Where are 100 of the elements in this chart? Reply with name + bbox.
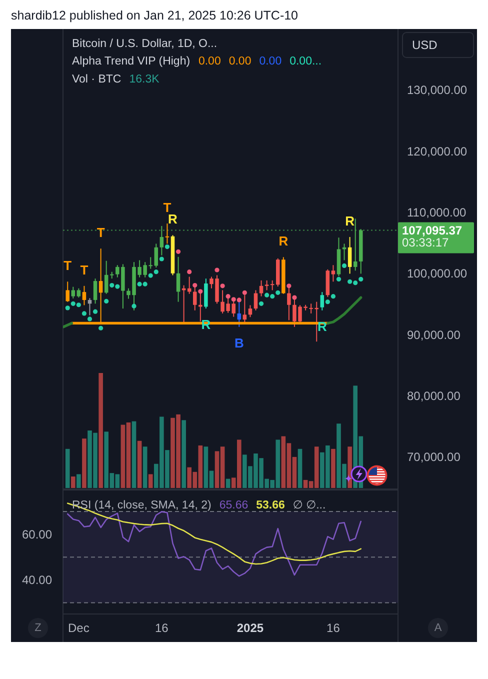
point (348, 279, 352, 284)
point (87, 316, 92, 322)
point (336, 276, 342, 282)
line-series (66, 511, 362, 577)
x-tick-label: 2025 (236, 621, 264, 635)
annotation: 0.00 (198, 56, 221, 68)
candlestick (242, 294, 247, 323)
annotation: T (80, 262, 88, 278)
y-tick-label: 130,000.00 (407, 83, 468, 98)
point (187, 270, 192, 274)
point (164, 244, 170, 250)
candlestick (264, 280, 269, 291)
annotation: 0.00 (259, 56, 282, 68)
point (115, 284, 120, 289)
bar (142, 446, 148, 488)
text: Bitcoin / U.S. Dollar, 1D, O... (72, 38, 218, 50)
y-tick-label: 120,000.00 (407, 144, 468, 158)
point (276, 290, 280, 295)
point (192, 283, 198, 288)
text: shardib12 published on Jan 21, 2025 10:26 UTC-10 (11, 8, 298, 22)
y-tick-label: 60.00 (22, 527, 52, 542)
text: A (434, 622, 442, 634)
point (198, 289, 203, 294)
point (148, 273, 153, 278)
point (104, 298, 109, 304)
point (159, 256, 164, 262)
candlestick (248, 304, 252, 318)
candlestick (82, 285, 86, 306)
chart-title: Vol · BTC (72, 74, 122, 86)
annotation: T (96, 225, 105, 240)
x-tick-label: 16 (326, 621, 340, 635)
annotation: T (64, 258, 72, 274)
annotation: 53.66 (256, 500, 285, 512)
candlestick (237, 300, 242, 328)
bar (182, 420, 186, 488)
candlestick (270, 280, 274, 291)
candlestick (76, 288, 81, 298)
point (325, 300, 330, 304)
x-tick-label: Dec (68, 621, 90, 635)
text: Alpha Trend VIP (High) (72, 56, 190, 68)
bar (70, 476, 76, 488)
annotation: 0.00... (290, 56, 322, 68)
y-axis-title: USD (412, 38, 438, 52)
candlestick (204, 278, 208, 310)
candlestick (66, 281, 70, 302)
point (286, 284, 292, 288)
bar (65, 448, 70, 488)
point (353, 280, 358, 286)
point (264, 292, 270, 298)
candlestick (71, 286, 76, 299)
y-tick-label: 40.00 (22, 572, 52, 587)
annotation: 0.00 (228, 56, 252, 68)
point (176, 249, 181, 254)
point (92, 309, 98, 314)
annotation: R (345, 213, 356, 228)
annotation: 16.3K (129, 74, 160, 86)
candlestick (320, 292, 324, 311)
point (242, 290, 247, 295)
y-tick-label: 90,000.00 (407, 328, 461, 342)
point (65, 306, 70, 310)
point (258, 301, 264, 306)
point (98, 326, 104, 330)
bar (76, 474, 81, 488)
point (214, 268, 220, 272)
annotation: ∅ ∅... (292, 500, 326, 512)
annotation: 65.66 (219, 500, 248, 512)
annotation: R (278, 234, 289, 249)
candlestick (165, 223, 170, 244)
y-tick-label: 70,000.00 (407, 450, 461, 464)
point (231, 297, 236, 302)
ref-line-label: 107,095.37 (402, 223, 462, 238)
point (226, 294, 230, 299)
text: Z (34, 622, 42, 634)
y-tick-label: 110,000.00 (407, 206, 466, 220)
bar (298, 448, 302, 488)
bar (132, 421, 136, 488)
candlestick (348, 236, 352, 274)
point (292, 295, 297, 300)
candlestick (193, 284, 197, 311)
point (76, 302, 81, 308)
point (342, 263, 347, 268)
y-tick-label: 100,000.00 (407, 266, 468, 281)
point (358, 276, 364, 282)
bar (82, 438, 86, 488)
bar (331, 448, 336, 488)
candlestick (259, 280, 264, 297)
point (330, 294, 336, 299)
bar (148, 474, 153, 488)
point (142, 282, 148, 286)
point (137, 282, 142, 286)
bar (226, 478, 230, 488)
annotation: B (234, 335, 244, 350)
candlestick (254, 290, 258, 311)
bar (137, 440, 142, 488)
point (270, 294, 275, 299)
point (82, 311, 87, 316)
text: 03:33:17 (402, 235, 450, 250)
x-tick-label: 16 (155, 621, 169, 635)
point (154, 270, 158, 274)
candlestick (93, 278, 98, 304)
